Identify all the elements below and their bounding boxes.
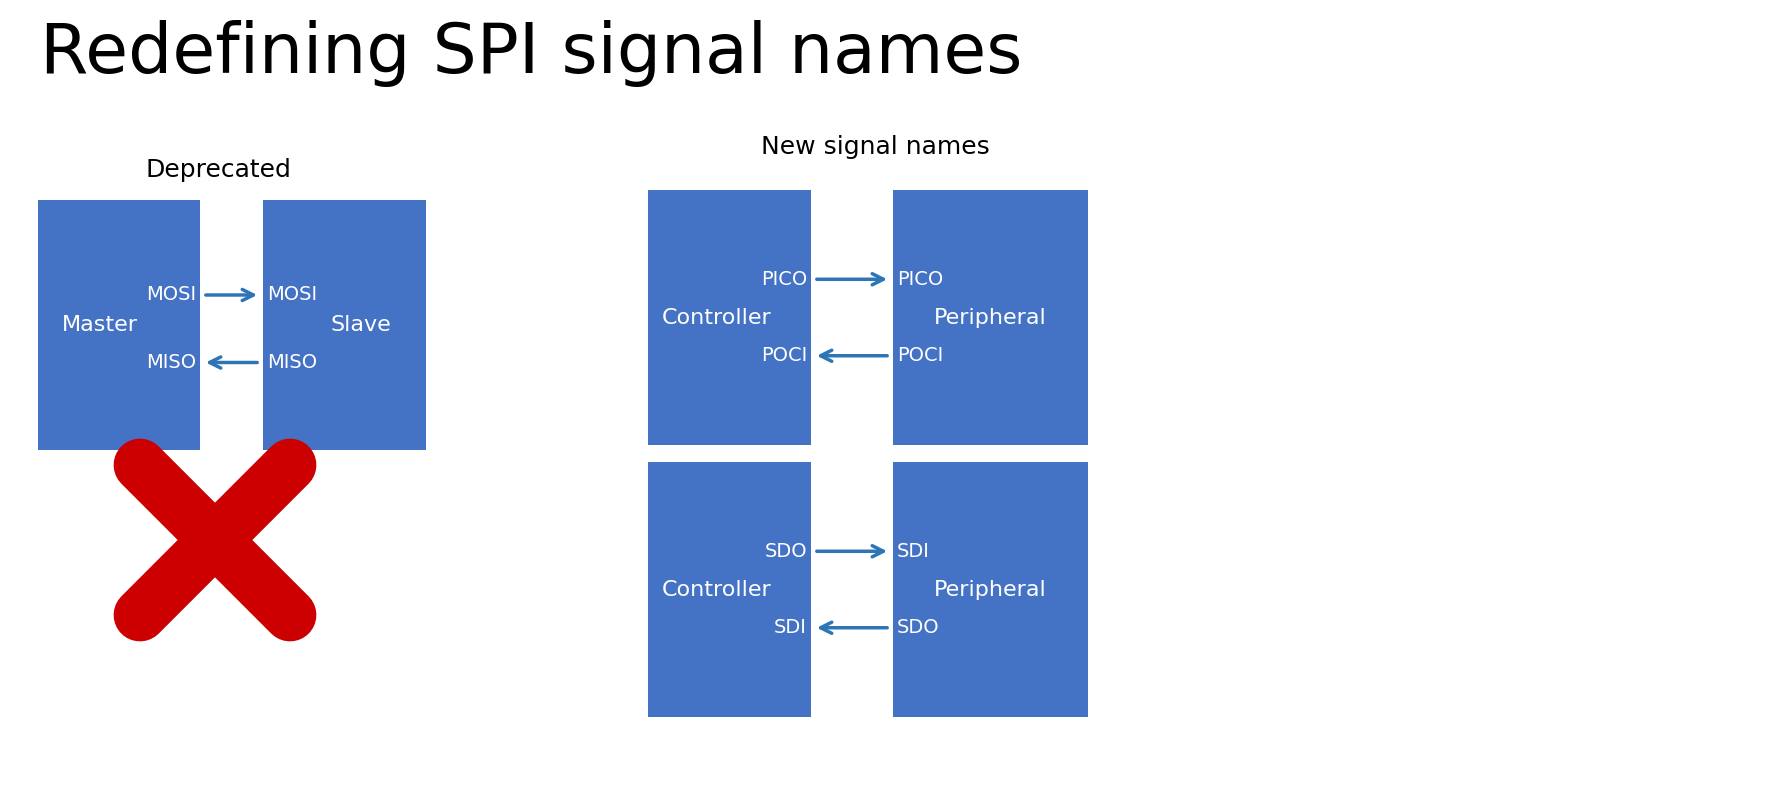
Text: Redefining SPI signal names: Redefining SPI signal names (39, 20, 1023, 87)
Text: MISO: MISO (268, 353, 318, 372)
Text: SDI: SDI (898, 542, 930, 561)
Bar (648, 190, 810, 445)
Bar (892, 190, 1089, 445)
Text: PICO: PICO (898, 270, 942, 289)
Text: SDO: SDO (898, 619, 939, 638)
Bar (892, 462, 1089, 717)
Text: MISO: MISO (146, 353, 196, 372)
Text: Slave: Slave (330, 315, 391, 335)
Text: SDO: SDO (764, 542, 807, 561)
Bar (648, 462, 810, 717)
Text: Peripheral: Peripheral (934, 580, 1046, 600)
Text: MOSI: MOSI (146, 285, 196, 305)
Text: Peripheral: Peripheral (934, 308, 1046, 328)
Bar (37, 200, 200, 450)
Text: POCI: POCI (760, 347, 807, 366)
Text: Deprecated: Deprecated (145, 158, 291, 182)
Text: PICO: PICO (760, 270, 807, 289)
Text: Controller: Controller (662, 308, 771, 328)
Text: MOSI: MOSI (268, 285, 318, 305)
Text: Controller: Controller (662, 580, 771, 600)
Text: SDI: SDI (775, 619, 807, 638)
Bar (262, 200, 427, 450)
Text: POCI: POCI (898, 347, 942, 366)
Text: New signal names: New signal names (760, 135, 989, 159)
Text: Master: Master (61, 315, 137, 335)
